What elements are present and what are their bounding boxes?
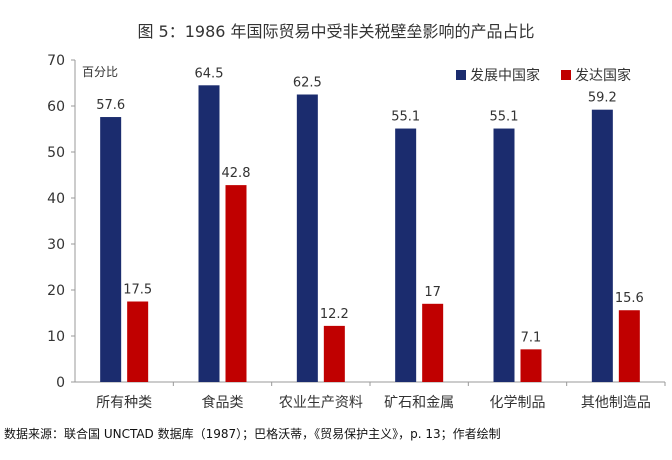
- bar-value-label: 15.6: [615, 291, 644, 306]
- bar-value-label: 57.6: [96, 98, 125, 113]
- x-tick-label: 矿石和金属: [384, 395, 454, 411]
- bar-value-label: 42.8: [222, 166, 251, 181]
- y-tick-label: 10: [47, 329, 65, 345]
- y-tick-label: 40: [47, 191, 65, 207]
- legend-label: 发达国家: [575, 67, 631, 84]
- bar-value-label: 55.1: [391, 110, 420, 125]
- y-tick-label: 50: [47, 145, 65, 161]
- bar-developed: [127, 301, 149, 382]
- y-tick-label: 20: [47, 283, 65, 299]
- y-tick-label: 60: [47, 99, 65, 115]
- bar-developed: [323, 325, 345, 382]
- bar-value-label: 59.2: [588, 91, 617, 106]
- bar-developing: [395, 128, 417, 382]
- bar-value-label: 64.5: [195, 66, 224, 81]
- x-tick-label: 化学制品: [490, 395, 546, 411]
- bar-value-label: 17: [424, 285, 441, 300]
- bar-developing: [296, 94, 318, 382]
- y-tick-label: 0: [56, 375, 65, 391]
- bar-developing: [198, 85, 220, 383]
- bar-value-label: 55.1: [490, 110, 519, 125]
- bar-developed: [422, 303, 444, 382]
- y-axis-label: 百分比: [82, 65, 118, 79]
- x-tick-label: 其他制造品: [581, 395, 651, 411]
- bar-value-label: 62.5: [293, 76, 322, 91]
- x-tick-label: 所有种类: [96, 395, 152, 411]
- bar-developing: [591, 109, 613, 383]
- bar-developed: [225, 185, 247, 382]
- bar-value-label: 17.5: [123, 283, 152, 298]
- bar-developed: [618, 310, 640, 382]
- bar-developed: [520, 349, 542, 382]
- legend-label: 发展中国家: [470, 67, 540, 84]
- bar-value-label: 12.2: [320, 307, 349, 322]
- bar-value-label: 7.1: [521, 330, 542, 345]
- chart-title: 图 5：1986 年国际贸易中受非关税壁垒影响的产品占比: [137, 22, 535, 41]
- y-tick-label: 70: [47, 53, 65, 69]
- bar-developing: [493, 128, 515, 382]
- bar-developing: [100, 117, 122, 382]
- x-tick-label: 食品类: [202, 394, 244, 411]
- y-tick-label: 30: [47, 237, 65, 253]
- source-note: 数据来源：联合国 UNCTAD 数据库（1987）；巴格沃蒂，《贸易保护主义》，…: [4, 427, 501, 441]
- x-tick-label: 农业生产资料: [279, 395, 363, 411]
- legend-swatch: [561, 70, 571, 80]
- legend-swatch: [456, 70, 466, 80]
